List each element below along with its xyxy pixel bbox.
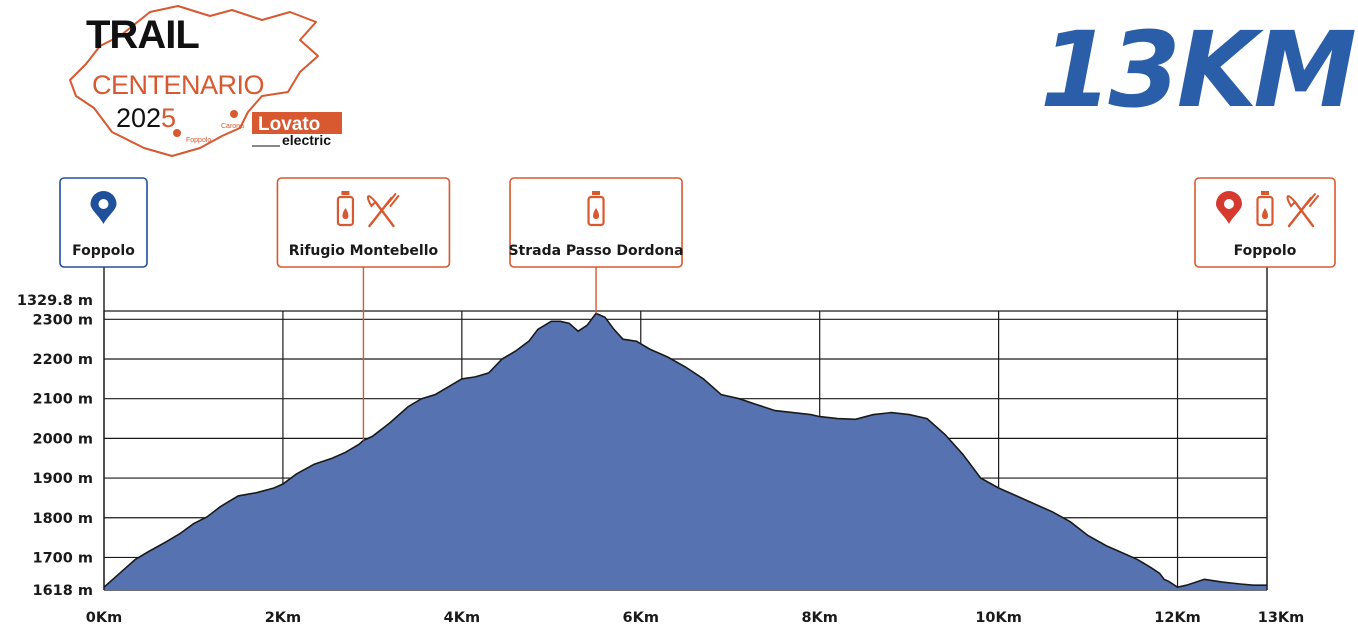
y-tick-label: 2200 m [32, 352, 93, 368]
x-tick-label: 8Km [801, 610, 837, 626]
water-bottle-icon [1256, 191, 1274, 227]
y-tick-label: 2000 m [32, 431, 93, 447]
elevation-fill [104, 313, 1267, 590]
fork-knife-icon [1286, 193, 1319, 228]
waypoint-label: Foppolo [1234, 243, 1297, 259]
waypoint-label: Foppolo [72, 243, 135, 259]
elevation-area [103, 312, 1267, 590]
map-pin-icon [1216, 191, 1242, 224]
x-tick-label: 10Km [975, 610, 1022, 626]
map-pin-icon [90, 191, 117, 224]
logo-title-centenario: CENTENARIO [92, 70, 264, 100]
y-axis-ticks: 1618 m 1700 m 1800 m 1900 m 2000 m 2100 m 2200… [17, 293, 93, 599]
distance-headline: 13KM [1040, 9, 1355, 131]
sponsor-badge [252, 112, 342, 134]
map-label-foppolo: Foppolo [186, 137, 211, 144]
x-tick-label: 6Km [623, 610, 659, 626]
waypoint-markers: Foppolo Rifugio Montebello Strada Passo Do… [59, 177, 1336, 268]
elevation-line [103, 312, 1267, 589]
waypoint-label: Rifugio Montebello [289, 243, 439, 259]
map-dot-foppolo [173, 129, 181, 137]
waypoint-label: Strada Passo Dordona [508, 243, 683, 259]
y-tick-label: 1700 m [32, 550, 93, 566]
logo-year-prefix: 202 [116, 103, 161, 133]
waypoint-box [276, 177, 451, 268]
y-tick-label: 2100 m [32, 392, 93, 408]
sponsor-sub: electric [282, 132, 331, 148]
waypoint-start: Foppolo [59, 177, 148, 268]
waypoint-finish: Foppolo [1194, 177, 1336, 268]
waypoint-aid: Rifugio Montebello [276, 177, 451, 268]
water-bottle-icon [587, 191, 605, 227]
logo-title-trail: TRAIL [86, 13, 199, 57]
waypoint-aid: Strada Passo Dordona [508, 177, 684, 268]
sponsor-name: Lovato [258, 114, 320, 135]
x-tick-label: 12Km [1154, 610, 1201, 626]
y-tick-label: 1800 m [32, 511, 93, 527]
y-tick-label: 2300 m [32, 312, 93, 328]
x-tick-label: 4Km [444, 610, 480, 626]
logo-year-suffix: 5 [161, 103, 176, 133]
water-bottle-icon [336, 191, 355, 227]
waypoint-box [509, 177, 683, 268]
x-axis-ticks: 0Km 2Km 4Km 6Km 8Km 10Km 12Km 13Km [86, 610, 1304, 626]
map-dot-carona [230, 110, 238, 118]
x-tick-label: 2Km [265, 610, 301, 626]
y-tick-label: 1900 m [32, 471, 93, 487]
x-tick-label: 0Km [86, 610, 122, 626]
trail-logo: TRAIL CENTENARIO 202 5 Carona Foppolo Lo… [69, 5, 342, 157]
waypoint-connectors [103, 267, 1268, 590]
x-tick-label: 13Km [1258, 610, 1305, 626]
region-map-outline [69, 5, 319, 157]
y-tick-label: 1618 m [32, 583, 93, 599]
fork-knife-icon [366, 193, 400, 228]
map-label-carona: Carona [221, 123, 244, 130]
y-tick-label: 1329.8 m [17, 293, 93, 309]
